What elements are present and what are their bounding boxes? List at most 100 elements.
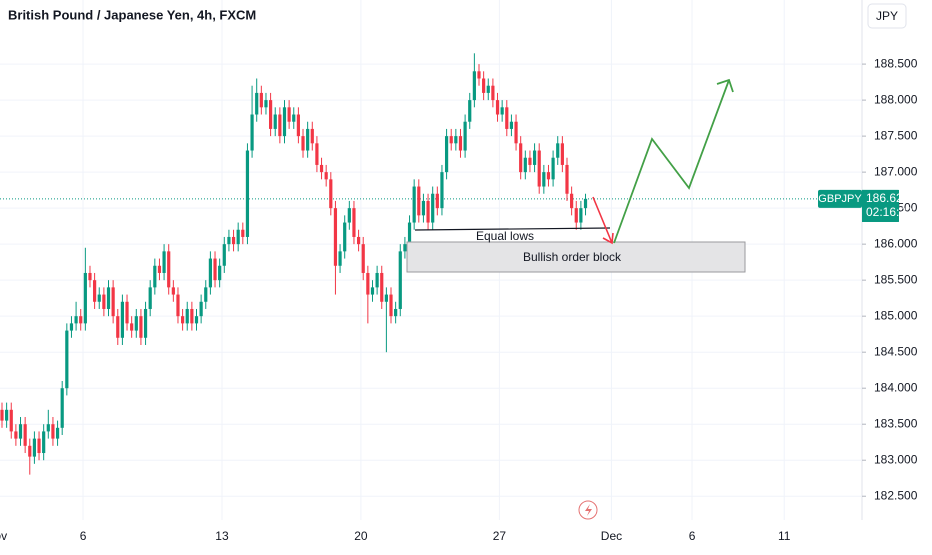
- candle-body: [236, 229, 240, 245]
- candle-body: [69, 323, 74, 331]
- candle-body: [116, 316, 120, 338]
- candle-body: [28, 445, 32, 457]
- candle-body: [32, 438, 37, 457]
- candle-body: [366, 272, 370, 295]
- candle-body: [162, 251, 166, 273]
- candle-body: [213, 258, 217, 281]
- candle-body: [278, 114, 282, 137]
- candle-body: [532, 150, 537, 165]
- candle-body: [491, 85, 495, 101]
- candle-body: [380, 272, 384, 302]
- candle-body: [255, 92, 259, 115]
- candle-body: [579, 208, 583, 223]
- candle-body: [398, 251, 402, 309]
- y-tick-label: 183.500: [874, 416, 918, 430]
- candle-body: [514, 121, 518, 144]
- candle-body: [227, 236, 231, 245]
- candle-body: [301, 136, 305, 151]
- candle-body: [370, 287, 375, 295]
- candle-body: [338, 251, 342, 266]
- candle-body: [125, 301, 129, 324]
- currency-label: JPY: [876, 9, 898, 23]
- candle-body: [264, 100, 268, 108]
- order-block: [406, 241, 746, 273]
- x-tick-label: 6: [80, 529, 87, 543]
- y-tick-label: 187.500: [874, 128, 918, 142]
- candle-body: [394, 308, 398, 317]
- candle-body: [287, 107, 291, 122]
- candle-body: [190, 308, 194, 324]
- y-tick-label: 183.000: [874, 452, 918, 466]
- candle-body: [444, 136, 449, 173]
- candle-body: [14, 431, 18, 439]
- candle-body: [458, 136, 463, 151]
- equal-lows-label: Equal lows: [476, 229, 534, 243]
- candle-body: [0, 409, 4, 421]
- y-tick-label: 185.000: [874, 308, 918, 322]
- candle-body: [120, 301, 125, 338]
- candle-body: [556, 143, 560, 158]
- x-tick-label: 20: [354, 529, 368, 543]
- candle-body: [523, 157, 527, 173]
- candle-body: [333, 208, 338, 266]
- y-tick-label: 184.500: [874, 344, 918, 358]
- candle-body: [440, 172, 444, 209]
- candle-body: [153, 265, 157, 288]
- candle-body: [185, 308, 189, 324]
- candle-body: [454, 136, 458, 144]
- candle-body: [79, 316, 83, 324]
- candle-body: [403, 244, 407, 252]
- candle-body: [55, 427, 60, 439]
- candle-body: [292, 114, 296, 122]
- candle-body: [509, 121, 514, 129]
- candle-body: [218, 265, 222, 281]
- x-tick-label: Nov: [0, 529, 7, 543]
- candle-body: [268, 100, 273, 129]
- candle-body: [199, 301, 203, 317]
- candle-body: [495, 100, 500, 115]
- event-bolt: [585, 504, 592, 516]
- candle-body: [167, 251, 171, 288]
- candle-body: [111, 287, 115, 317]
- candle-body: [37, 438, 41, 454]
- candle-body: [356, 236, 361, 245]
- candle-body: [347, 208, 351, 223]
- candle-body: [134, 316, 138, 331]
- candle-body: [468, 100, 472, 122]
- candle-body: [46, 424, 50, 432]
- candle-body: [306, 128, 310, 151]
- candle-body: [208, 258, 212, 288]
- y-tick-label: 186.000: [874, 236, 918, 250]
- candle-body: [542, 172, 546, 187]
- candle-body: [519, 143, 523, 173]
- candle-body: [88, 272, 92, 281]
- candle-body: [296, 114, 300, 137]
- currency-button[interactable]: [867, 3, 907, 29]
- candle-body: [435, 193, 439, 209]
- candle-body: [5, 409, 9, 421]
- candle-body: [384, 294, 388, 302]
- y-tick-label: 188.500: [874, 56, 918, 70]
- candle-body: [83, 272, 87, 324]
- candle-body: [250, 114, 254, 151]
- countdown-label: 02:16:32: [866, 205, 913, 219]
- candle-body: [310, 128, 314, 144]
- candle-body: [245, 150, 250, 237]
- candle-body: [60, 388, 64, 428]
- down-arrow: [592, 196, 614, 245]
- symbol-badge: [818, 189, 862, 208]
- candle-body: [204, 287, 208, 302]
- x-tick-label: Dec: [601, 529, 622, 543]
- candle-body: [375, 272, 379, 288]
- candle-body: [407, 222, 412, 245]
- candle-body: [148, 287, 152, 309]
- candle-body: [551, 157, 555, 180]
- symbol-label: GBPJPY: [818, 193, 862, 205]
- equal-lows-line: [414, 227, 611, 231]
- candle-body: [65, 330, 69, 389]
- candle-body: [143, 308, 148, 338]
- candle-body: [51, 424, 55, 439]
- candle-body: [560, 143, 564, 165]
- candle-body: [282, 107, 287, 137]
